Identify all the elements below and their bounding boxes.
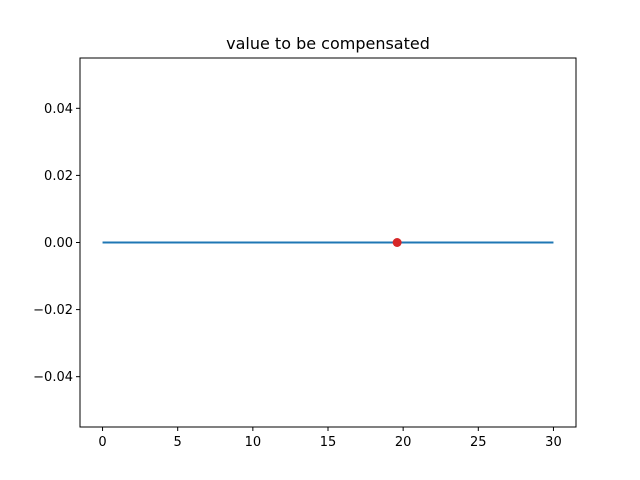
x-tick-label: 25 [470,435,487,450]
chart-title: value to be compensated [226,34,430,53]
axis-ticks: 0 5 10 15 20 25 30 0.04 0.02 0.00 −0.02 −0.04 [33,102,562,450]
x-tick-label: 0 [98,435,106,450]
y-tick-label: −0.02 [33,303,73,318]
x-tick-label: 30 [545,435,562,450]
y-tick-label: 0.02 [44,169,73,184]
y-tick-label: 0.00 [44,236,73,251]
data-point-marker [392,238,402,247]
axes-frame [79,57,577,428]
y-tick-label: 0.04 [44,102,73,117]
x-tick-label: 20 [395,435,412,450]
x-tick-label: 10 [245,435,262,450]
x-tick-label: 5 [174,435,182,450]
plot-area [102,238,554,247]
y-tick-label: −0.04 [33,370,73,385]
x-tick-label: 15 [320,435,337,450]
